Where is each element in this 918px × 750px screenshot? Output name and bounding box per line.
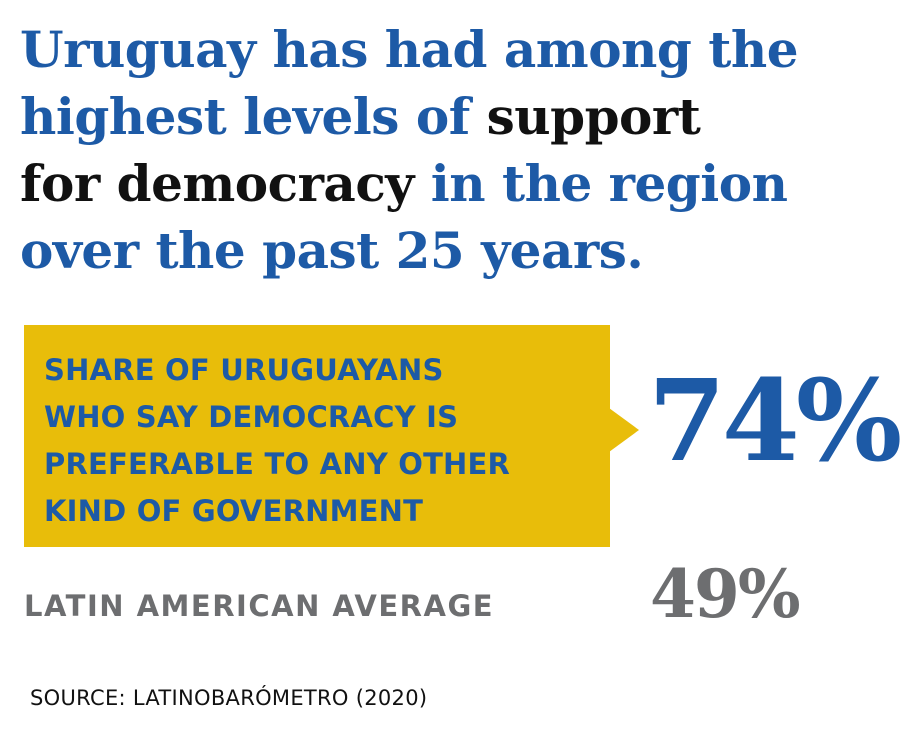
callout-line-1: SHARE OF URUGUAYANS bbox=[44, 353, 444, 387]
latin-america-average-stat: 49% bbox=[650, 555, 801, 633]
callout-label: SHARE OF URUGUAYANS WHO SAY DEMOCRACY IS… bbox=[44, 347, 604, 535]
callout-line-3: PREFERABLE TO ANY OTHER bbox=[44, 447, 511, 481]
headline-line-2-text: highest levels of bbox=[20, 87, 487, 146]
headline-line-1: Uruguay has had among the bbox=[20, 20, 799, 79]
headline-line-2: highest levels of support bbox=[20, 83, 900, 150]
callout-line-4: KIND OF GOVERNMENT bbox=[44, 494, 424, 528]
latin-america-average-label: LATIN AMERICAN AVERAGE bbox=[24, 589, 495, 623]
source-note: SOURCE: LATINOBARÓMETRO (2020) bbox=[30, 686, 428, 710]
headline-line-3-text: in the region bbox=[413, 154, 788, 213]
headline-line-3: for democracy in the region bbox=[20, 150, 900, 217]
headline-emphasis-support: support bbox=[486, 87, 701, 146]
headline-emphasis-democracy: for democracy bbox=[20, 154, 414, 213]
callout-pointer bbox=[609, 408, 639, 452]
callout-line-2: WHO SAY DEMOCRACY IS bbox=[44, 400, 459, 434]
callout-box: SHARE OF URUGUAYANS WHO SAY DEMOCRACY IS… bbox=[24, 325, 610, 547]
headline: Uruguay has had among the highest levels… bbox=[20, 16, 900, 284]
headline-line-4: over the past 25 years. bbox=[20, 221, 644, 280]
uruguay-stat: 74% bbox=[648, 356, 902, 487]
